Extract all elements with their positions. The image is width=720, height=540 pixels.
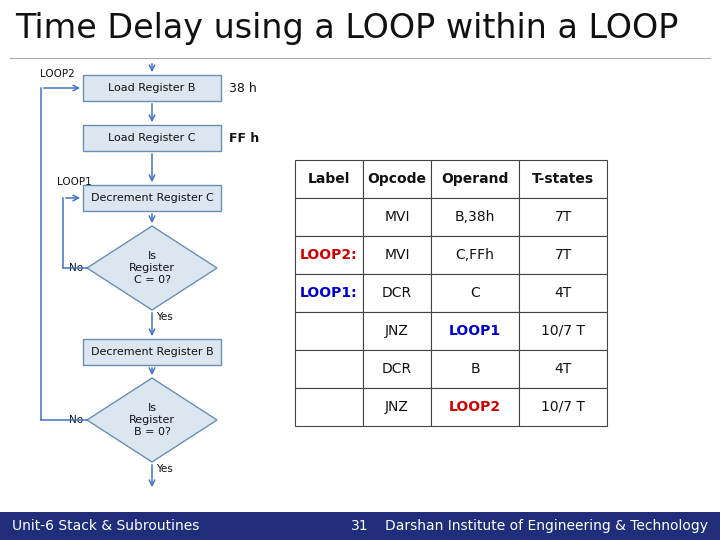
Bar <box>363 236 431 274</box>
Text: 10/7 T: 10/7 T <box>541 400 585 414</box>
Bar <box>431 350 519 388</box>
Text: DCR: DCR <box>382 286 412 300</box>
Text: MVI: MVI <box>384 210 410 224</box>
Text: Darshan Institute of Engineering & Technology: Darshan Institute of Engineering & Techn… <box>385 519 708 533</box>
Bar <box>431 274 519 312</box>
Text: Is
Register
C = 0?: Is Register C = 0? <box>129 252 175 285</box>
Bar <box>431 236 519 274</box>
Text: LOOP1: LOOP1 <box>57 177 91 187</box>
Text: Yes: Yes <box>156 312 173 322</box>
Bar <box>295 160 363 198</box>
Text: Label: Label <box>308 172 350 186</box>
FancyBboxPatch shape <box>83 75 221 101</box>
Bar <box>295 388 363 426</box>
Text: DCR: DCR <box>382 362 412 376</box>
Bar <box>363 350 431 388</box>
Bar <box>519 312 607 350</box>
Text: B: B <box>470 362 480 376</box>
Text: LOOP1: LOOP1 <box>449 324 501 338</box>
Polygon shape <box>87 226 217 310</box>
Text: 10/7 T: 10/7 T <box>541 324 585 338</box>
Text: Decrement Register B: Decrement Register B <box>91 347 213 357</box>
Text: No: No <box>69 263 83 273</box>
Polygon shape <box>87 378 217 462</box>
Bar <box>519 274 607 312</box>
Text: Decrement Register C: Decrement Register C <box>91 193 213 203</box>
Text: Load Register B: Load Register B <box>108 83 196 93</box>
Text: LOOP2:: LOOP2: <box>300 248 358 262</box>
Text: Operand: Operand <box>441 172 509 186</box>
Text: No: No <box>69 415 83 425</box>
Bar <box>519 350 607 388</box>
Text: C: C <box>470 286 480 300</box>
Bar <box>431 388 519 426</box>
Text: C,FFh: C,FFh <box>456 248 495 262</box>
Bar <box>519 160 607 198</box>
Text: T-states: T-states <box>532 172 594 186</box>
Text: B,38h: B,38h <box>455 210 495 224</box>
FancyBboxPatch shape <box>83 339 221 365</box>
Text: 4T: 4T <box>554 286 572 300</box>
Text: 7T: 7T <box>554 210 572 224</box>
Text: Load Register C: Load Register C <box>108 133 196 143</box>
Text: FF h: FF h <box>229 132 259 145</box>
Bar <box>0 512 720 540</box>
Bar <box>295 350 363 388</box>
Text: MVI: MVI <box>384 248 410 262</box>
FancyBboxPatch shape <box>83 185 221 211</box>
Text: Opcode: Opcode <box>367 172 426 186</box>
Text: LOOP2: LOOP2 <box>40 69 75 79</box>
Text: Time Delay using a LOOP within a LOOP: Time Delay using a LOOP within a LOOP <box>15 12 678 45</box>
Bar <box>363 274 431 312</box>
Text: 31: 31 <box>351 519 369 533</box>
Bar <box>363 388 431 426</box>
Bar <box>519 198 607 236</box>
Text: Is
Register
B = 0?: Is Register B = 0? <box>129 403 175 437</box>
Text: 4T: 4T <box>554 362 572 376</box>
Bar <box>431 312 519 350</box>
Bar <box>295 198 363 236</box>
Bar <box>519 388 607 426</box>
Bar <box>363 198 431 236</box>
Text: Unit-6 Stack & Subroutines: Unit-6 Stack & Subroutines <box>12 519 199 533</box>
Text: Yes: Yes <box>156 464 173 474</box>
Bar <box>519 236 607 274</box>
Bar <box>431 198 519 236</box>
Text: LOOP2: LOOP2 <box>449 400 501 414</box>
Bar <box>363 312 431 350</box>
Text: JNZ: JNZ <box>385 400 409 414</box>
Bar <box>363 160 431 198</box>
Bar <box>431 160 519 198</box>
Bar <box>295 274 363 312</box>
FancyBboxPatch shape <box>83 125 221 151</box>
Text: JNZ: JNZ <box>385 324 409 338</box>
Text: 7T: 7T <box>554 248 572 262</box>
Bar <box>295 236 363 274</box>
Text: LOOP1:: LOOP1: <box>300 286 358 300</box>
Bar <box>295 312 363 350</box>
Text: 38 h: 38 h <box>229 82 257 94</box>
